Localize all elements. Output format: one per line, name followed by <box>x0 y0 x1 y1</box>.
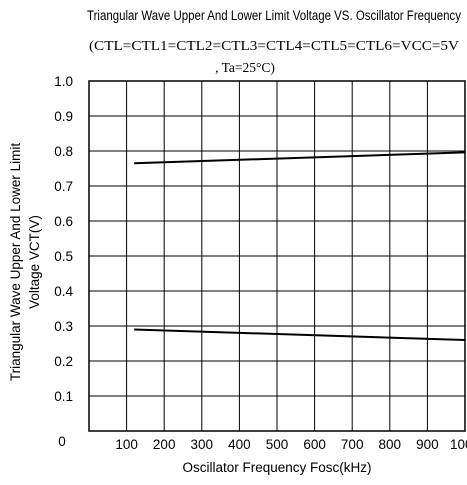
y-tick-label: 1.0 <box>54 74 73 89</box>
chart-subtitle-line-1: (CTL=CTL1=CTL2=CTL3=CTL4=CTL5=CTL6=VCC=5… <box>89 38 459 53</box>
x-tick-label: 600 <box>303 437 326 452</box>
x-tick-label: 200 <box>153 437 176 452</box>
chart-title: Triangular Wave Upper And Lower Limit Vo… <box>87 8 461 23</box>
x-tick-label: 1000 <box>450 437 467 452</box>
x-axis-label: Oscillator Frequency Fosc(kHz) <box>182 460 371 475</box>
y-tick-label: 0.9 <box>54 109 73 124</box>
x-tick-label: 900 <box>416 437 439 452</box>
y-tick-label: 0.2 <box>54 354 73 369</box>
y-tick-label: 0.7 <box>54 179 73 194</box>
x-tick-label: 300 <box>191 437 214 452</box>
y-tick-label: 0.3 <box>54 319 73 334</box>
y-tick-label: 0.8 <box>54 144 73 159</box>
x-tick-label: 800 <box>379 437 402 452</box>
y-tick-label: 0.5 <box>54 249 73 264</box>
origin-label: 0 <box>58 434 66 449</box>
y-tick-label: 0.4 <box>54 284 73 299</box>
y-tick-label: 0.6 <box>54 214 73 229</box>
series <box>134 151 466 341</box>
chart-subtitle-line-2: , Ta=25°C) <box>215 60 275 75</box>
x-tick-label: 700 <box>341 437 364 452</box>
grid <box>89 80 466 431</box>
series-line-lower-limit <box>134 328 466 341</box>
x-tick-label: 500 <box>266 437 289 452</box>
x-tick-label: 100 <box>115 437 138 452</box>
series-line-upper-limit <box>134 151 466 165</box>
plot-frame <box>88 80 466 432</box>
tick-labels: 100 200 300 400 500 600 700 800 900 1000 0.1 0.2 0.3… <box>54 74 467 452</box>
x-tick-label: 400 <box>228 437 251 452</box>
y-tick-label: 0.1 <box>54 389 73 404</box>
y-axis-label-line-1: Triangular Wave Upper And Lower Limit <box>8 143 23 382</box>
y-axis-label-line-2: Voltage VCT(V) <box>27 215 42 309</box>
